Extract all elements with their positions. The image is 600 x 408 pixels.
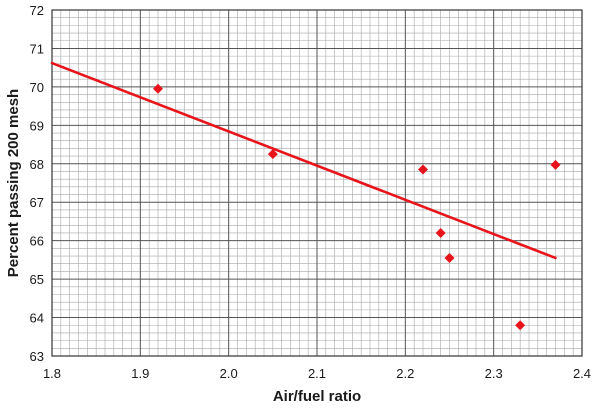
y-tick-label: 64	[30, 311, 44, 326]
data-series	[50, 61, 561, 331]
data-point	[435, 227, 446, 238]
x-tick-label: 2.0	[220, 366, 238, 381]
y-tick-label: 69	[30, 118, 44, 133]
y-tick-label: 71	[30, 41, 44, 56]
y-tick-label: 72	[30, 3, 44, 18]
data-point	[153, 83, 163, 94]
data-point	[418, 164, 428, 175]
trend-line	[50, 61, 557, 260]
x-axis-tick-labels: 1.8 1.9 2.0 2.1 2.2 2.3 2.4	[43, 366, 591, 381]
x-axis-title: Air/fuel ratio	[273, 388, 361, 405]
data-point	[550, 159, 561, 170]
data-point	[444, 252, 455, 263]
x-tick-label: 2.4	[573, 366, 591, 381]
y-tick-label: 70	[30, 80, 44, 95]
data-point	[515, 320, 526, 331]
x-tick-label: 2.1	[308, 366, 326, 381]
y-tick-label: 65	[30, 272, 44, 287]
plot-area-frame	[51, 9, 583, 357]
data-point	[267, 149, 278, 160]
major-gridlines	[52, 10, 582, 356]
y-tick-label: 67	[30, 195, 44, 210]
x-tick-label: 2.3	[485, 366, 503, 381]
y-tick-label: 63	[30, 349, 44, 364]
x-tick-label: 2.2	[396, 366, 414, 381]
y-axis-tick-labels: 63 64 65 66 67 68 69 70 71 72	[30, 3, 44, 364]
x-tick-label: 1.9	[131, 366, 149, 381]
y-tick-label: 66	[30, 234, 44, 249]
y-tick-label: 68	[30, 157, 44, 172]
y-axis-title: Percent passing 200 mesh	[5, 89, 22, 277]
x-tick-label: 1.8	[43, 366, 61, 381]
